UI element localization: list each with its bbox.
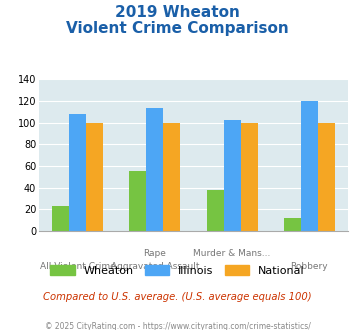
Text: All Violent Crime: All Violent Crime bbox=[40, 262, 115, 271]
Bar bbox=[207, 190, 224, 231]
Bar bbox=[163, 122, 180, 231]
Text: Robbery: Robbery bbox=[290, 262, 328, 271]
Bar bbox=[301, 101, 318, 231]
Bar bbox=[86, 122, 103, 231]
Text: Violent Crime Comparison: Violent Crime Comparison bbox=[66, 21, 289, 36]
Bar bbox=[284, 218, 301, 231]
Bar bbox=[52, 206, 69, 231]
Text: Compared to U.S. average. (U.S. average equals 100): Compared to U.S. average. (U.S. average … bbox=[43, 292, 312, 302]
Bar bbox=[318, 122, 335, 231]
Text: Aggravated Assault: Aggravated Assault bbox=[111, 262, 199, 271]
Bar bbox=[146, 109, 163, 231]
Bar bbox=[69, 114, 86, 231]
Text: © 2025 CityRating.com - https://www.cityrating.com/crime-statistics/: © 2025 CityRating.com - https://www.city… bbox=[45, 322, 310, 330]
Text: Murder & Mans...: Murder & Mans... bbox=[193, 249, 271, 258]
Bar bbox=[129, 171, 146, 231]
Text: 2019 Wheaton: 2019 Wheaton bbox=[115, 5, 240, 20]
Bar bbox=[241, 122, 258, 231]
Text: Rape: Rape bbox=[143, 249, 166, 258]
Bar bbox=[224, 120, 241, 231]
Legend: Wheaton, Illinois, National: Wheaton, Illinois, National bbox=[47, 261, 308, 279]
